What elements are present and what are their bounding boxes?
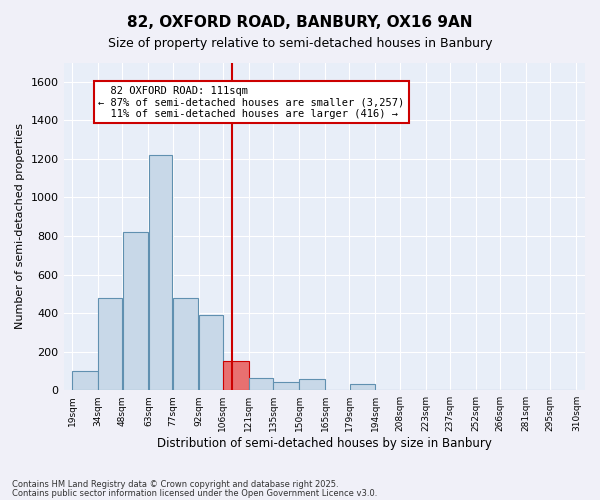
Bar xyxy=(149,155,172,390)
Bar xyxy=(123,232,148,390)
Bar xyxy=(98,298,122,390)
Y-axis label: Number of semi-detached properties: Number of semi-detached properties xyxy=(15,124,25,330)
X-axis label: Distribution of semi-detached houses by size in Banbury: Distribution of semi-detached houses by … xyxy=(157,437,492,450)
Text: Contains HM Land Registry data © Crown copyright and database right 2025.: Contains HM Land Registry data © Crown c… xyxy=(12,480,338,489)
Bar xyxy=(173,298,199,390)
Bar xyxy=(73,371,98,390)
Bar xyxy=(274,382,299,390)
Bar xyxy=(350,384,375,390)
Bar xyxy=(299,378,325,390)
Bar xyxy=(223,362,248,390)
Text: 82 OXFORD ROAD: 111sqm
← 87% of semi-detached houses are smaller (3,257)
  11% o: 82 OXFORD ROAD: 111sqm ← 87% of semi-det… xyxy=(98,86,404,119)
Text: Size of property relative to semi-detached houses in Banbury: Size of property relative to semi-detach… xyxy=(108,38,492,51)
Text: 82, OXFORD ROAD, BANBURY, OX16 9AN: 82, OXFORD ROAD, BANBURY, OX16 9AN xyxy=(127,15,473,30)
Bar xyxy=(249,378,273,390)
Bar xyxy=(199,315,223,390)
Text: Contains public sector information licensed under the Open Government Licence v3: Contains public sector information licen… xyxy=(12,488,377,498)
